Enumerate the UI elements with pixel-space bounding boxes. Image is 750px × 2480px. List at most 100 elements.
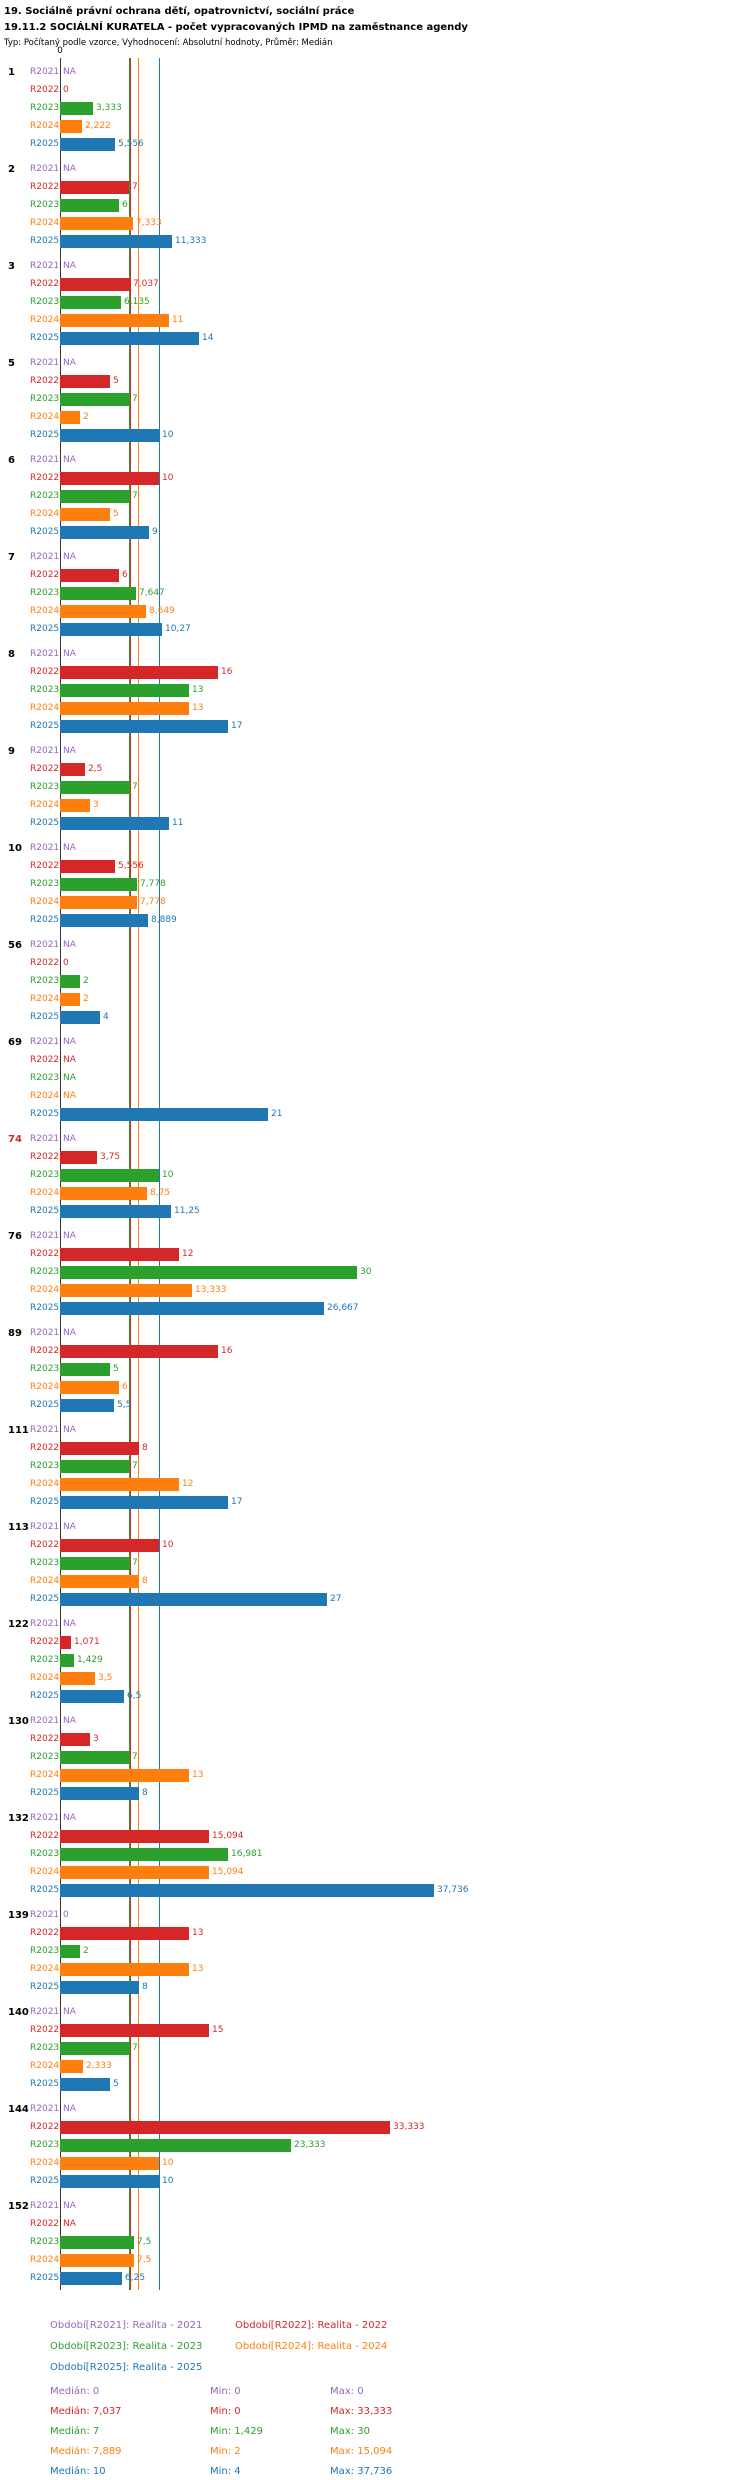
year-label-r2025: R2025 (30, 2273, 60, 2283)
bar-r2024[interactable] (60, 1478, 179, 1491)
bar-r2025[interactable] (60, 817, 169, 830)
bar-r2023[interactable] (60, 2139, 291, 2152)
bar-r2023[interactable] (60, 1557, 129, 1570)
bar-r2024[interactable] (60, 799, 90, 812)
bar-r2023[interactable] (60, 587, 136, 600)
value-label-r2023: 1,429 (77, 1655, 103, 1665)
bar-r2023[interactable] (60, 490, 129, 503)
bar-r2023[interactable] (60, 1266, 357, 1279)
bar-r2024[interactable] (60, 1575, 139, 1588)
year-label-r2023: R2023 (30, 2043, 60, 2053)
value-label-r2022: 7 (132, 182, 138, 192)
bar-r2023[interactable] (60, 1945, 80, 1958)
bar-r2022[interactable] (60, 763, 85, 776)
bar-r2023[interactable] (60, 199, 119, 212)
bar-r2022[interactable] (60, 569, 119, 582)
bar-r2024[interactable] (60, 1187, 147, 1200)
bar-r2023[interactable] (60, 1751, 129, 1764)
bar-r2022[interactable] (60, 1927, 189, 1940)
bar-r2024[interactable] (60, 314, 169, 327)
bar-r2022[interactable] (60, 860, 115, 873)
bar-r2023[interactable] (60, 878, 137, 891)
bar-r2024[interactable] (60, 1769, 189, 1782)
value-label-r2025: 27 (330, 1594, 342, 1604)
bar-r2024[interactable] (60, 1381, 119, 1394)
bar-r2025[interactable] (60, 1302, 324, 1315)
bar-r2024[interactable] (60, 1963, 189, 1976)
bar-r2022[interactable] (60, 1248, 179, 1261)
bar-r2024[interactable] (60, 120, 82, 133)
bar-r2024[interactable] (60, 1866, 209, 1879)
bar-r2022[interactable] (60, 666, 218, 679)
bar-r2025[interactable] (60, 720, 228, 733)
bar-r2023[interactable] (60, 1654, 74, 1667)
bar-r2024[interactable] (60, 702, 189, 715)
bar-r2023[interactable] (60, 781, 129, 794)
bar-r2023[interactable] (60, 1363, 110, 1376)
bar-r2023[interactable] (60, 684, 189, 697)
bar-r2022[interactable] (60, 1539, 159, 1552)
bar-r2022[interactable] (60, 1345, 218, 1358)
bar-r2024[interactable] (60, 1284, 192, 1297)
bar-r2025[interactable] (60, 2272, 122, 2285)
bar-r2023[interactable] (60, 2236, 134, 2249)
year-label-r2025: R2025 (30, 1303, 60, 1313)
bar-r2025[interactable] (60, 1011, 100, 1024)
bar-r2024[interactable] (60, 217, 133, 230)
bar-r2023[interactable] (60, 975, 80, 988)
bar-r2024[interactable] (60, 993, 80, 1006)
bar-r2023[interactable] (60, 102, 93, 115)
bar-r2025[interactable] (60, 1496, 228, 1509)
bar-r2024[interactable] (60, 896, 137, 909)
bar-r2024[interactable] (60, 2060, 83, 2073)
bar-r2022[interactable] (60, 278, 130, 291)
bar-r2022[interactable] (60, 375, 110, 388)
bar-r2022[interactable] (60, 2121, 390, 2134)
bar-r2025[interactable] (60, 1205, 171, 1218)
bar-r2024[interactable] (60, 605, 146, 618)
bar-r2023[interactable] (60, 2042, 129, 2055)
bar-r2022[interactable] (60, 1636, 71, 1649)
bar-r2022[interactable] (60, 472, 159, 485)
bar-r2023[interactable] (60, 1460, 129, 1473)
bar-r2025[interactable] (60, 1690, 124, 1703)
bar-r2025[interactable] (60, 2078, 110, 2091)
year-label-r2022: R2022 (30, 473, 60, 483)
bar-r2025[interactable] (60, 1108, 268, 1121)
bar-r2022[interactable] (60, 1442, 139, 1455)
year-label-r2023: R2023 (30, 685, 60, 695)
value-label-r2023: 2 (83, 1946, 89, 1956)
bar-r2023[interactable] (60, 393, 129, 406)
bar-r2025[interactable] (60, 623, 162, 636)
bar-r2022[interactable] (60, 1733, 90, 1746)
bar-r2022[interactable] (60, 2024, 209, 2037)
report-title-line2: 19.11.2 SOCIÁLNÍ KURATELA - počet vyprac… (4, 22, 468, 33)
bar-r2023[interactable] (60, 1169, 159, 1182)
bar-r2025[interactable] (60, 2175, 159, 2188)
value-label-r2023: 7,647 (139, 588, 165, 598)
bar-r2025[interactable] (60, 1787, 139, 1800)
group-label-56: 56 (8, 940, 22, 951)
bar-r2025[interactable] (60, 1593, 327, 1606)
bar-r2024[interactable] (60, 2254, 134, 2267)
bar-r2025[interactable] (60, 526, 149, 539)
bar-r2024[interactable] (60, 508, 110, 521)
bar-r2025[interactable] (60, 914, 148, 927)
bar-r2025[interactable] (60, 429, 159, 442)
bar-r2024[interactable] (60, 411, 80, 424)
bar-r2025[interactable] (60, 1399, 114, 1412)
bar-r2025[interactable] (60, 1884, 434, 1897)
bar-r2025[interactable] (60, 138, 115, 151)
bar-r2025[interactable] (60, 1981, 139, 1994)
bar-r2022[interactable] (60, 1151, 97, 1164)
value-label-r2022: 6 (122, 570, 128, 580)
bar-r2024[interactable] (60, 2157, 159, 2170)
stat-median-r2025: Medián: 10 (50, 2466, 106, 2477)
bar-r2022[interactable] (60, 181, 129, 194)
bar-r2025[interactable] (60, 235, 172, 248)
bar-r2025[interactable] (60, 332, 199, 345)
bar-r2022[interactable] (60, 1830, 209, 1843)
bar-r2023[interactable] (60, 1848, 228, 1861)
bar-r2023[interactable] (60, 296, 121, 309)
bar-r2024[interactable] (60, 1672, 95, 1685)
